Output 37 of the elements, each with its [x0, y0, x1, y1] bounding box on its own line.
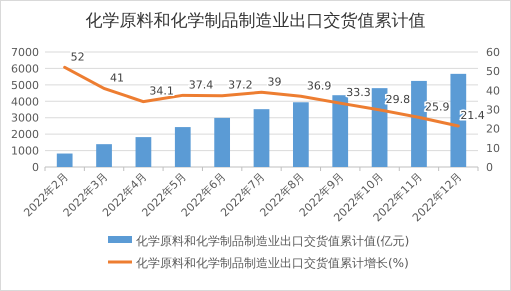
data-label: 39 [268, 75, 282, 88]
y-tick-label: 7000 [11, 46, 39, 59]
bar [332, 95, 348, 167]
y-tick-label: 2000 [11, 128, 39, 142]
y-tick-label: 3000 [11, 112, 39, 125]
y2-tick-label: 10 [486, 142, 500, 155]
legend-label: 化学原料和化学制品制造业出口交货值累计值(亿元) [136, 234, 410, 248]
data-label: 33.3 [346, 86, 371, 100]
data-label: 34.1 [149, 84, 174, 98]
y-tick-label: 6000 [11, 62, 39, 76]
bar [136, 137, 152, 167]
bar [96, 144, 112, 167]
line-series [63, 66, 460, 128]
y2-tick-label: 20 [486, 122, 500, 136]
y2-tick-label: 30 [486, 104, 500, 116]
y-tick-label: 1000 [11, 144, 39, 158]
bar [254, 109, 270, 167]
y2-tick-label: 60 [486, 46, 500, 59]
bar [56, 154, 73, 167]
y-tick-label: 0 [32, 161, 39, 174]
bar [372, 88, 388, 167]
data-label: 36.9 [306, 79, 332, 92]
bar [292, 102, 309, 167]
bar [174, 127, 191, 167]
chart-title: 化学原料和化学制品制造业出口交货值累计值 [86, 11, 426, 31]
bar [214, 118, 230, 167]
legend-label: 化学原料和化学制品制造业出口交货值累计增长(%) [136, 256, 409, 270]
bar [411, 80, 427, 167]
y2-tick-label: 0 [486, 161, 493, 174]
y2-tick-label: 40 [486, 84, 500, 98]
y2-tick-label: 50 [486, 65, 500, 78]
data-label: 37.2 [228, 78, 253, 92]
y-tick-label: 5000 [11, 78, 39, 92]
data-label: 52 [70, 50, 85, 64]
data-label: 41 [110, 71, 124, 84]
data-label: 37.4 [188, 78, 214, 92]
y-tick-label: 4000 [11, 95, 39, 108]
